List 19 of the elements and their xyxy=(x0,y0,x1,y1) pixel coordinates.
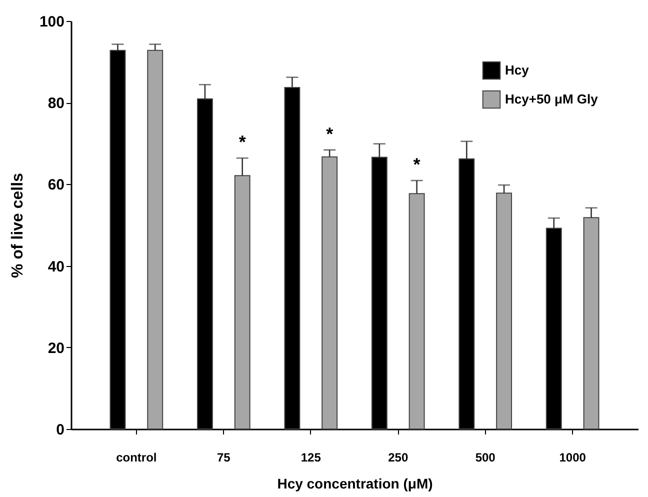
data-label: * xyxy=(238,132,246,152)
x-tick-label: 125 xyxy=(300,450,322,464)
x-tick-label: 500 xyxy=(475,450,496,464)
y-tick-label: 0 xyxy=(56,422,64,438)
y-tick-label: 100 xyxy=(39,14,64,30)
data-label: * xyxy=(413,154,420,175)
x-tick-label: 75 xyxy=(216,450,231,464)
x-axis-title: Hcy concentration (μM) xyxy=(277,476,433,492)
data-label: * xyxy=(326,124,334,144)
y-tick-label: 80 xyxy=(48,95,64,112)
y-tick-label: 20 xyxy=(48,340,64,357)
x-tick-label: 250 xyxy=(388,450,408,464)
x-tick-label: control xyxy=(116,450,157,464)
x-tick-label: 1000 xyxy=(559,450,586,464)
y-tick-label: 40 xyxy=(48,258,64,276)
legend-label: Hcy+50 μM Gly xyxy=(505,92,599,106)
y-axis-title: % of live cells xyxy=(9,172,26,278)
y-tick-label: 60 xyxy=(48,176,64,194)
legend-label: Hcy xyxy=(505,62,530,78)
